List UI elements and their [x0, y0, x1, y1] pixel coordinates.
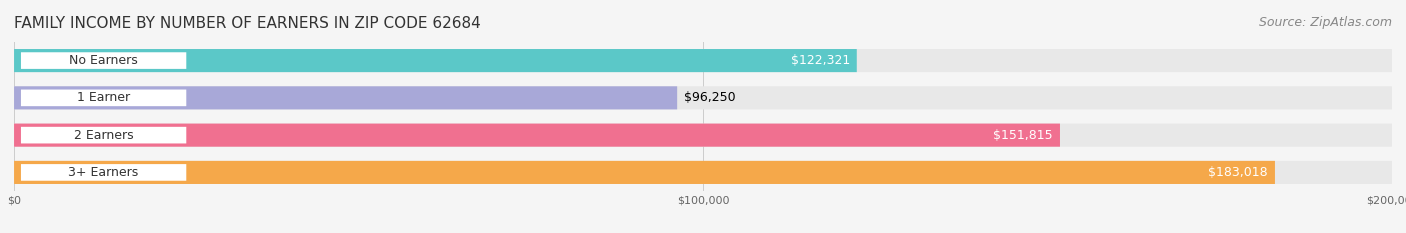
Text: 1 Earner: 1 Earner: [77, 91, 131, 104]
FancyBboxPatch shape: [14, 86, 678, 110]
Text: 3+ Earners: 3+ Earners: [69, 166, 139, 179]
FancyBboxPatch shape: [21, 164, 187, 181]
FancyBboxPatch shape: [21, 52, 187, 69]
Text: No Earners: No Earners: [69, 54, 138, 67]
FancyBboxPatch shape: [21, 127, 187, 144]
Text: $151,815: $151,815: [994, 129, 1053, 142]
Text: 2 Earners: 2 Earners: [73, 129, 134, 142]
Text: $122,321: $122,321: [790, 54, 849, 67]
FancyBboxPatch shape: [14, 49, 1392, 72]
Text: Source: ZipAtlas.com: Source: ZipAtlas.com: [1258, 16, 1392, 29]
Text: $183,018: $183,018: [1208, 166, 1268, 179]
FancyBboxPatch shape: [14, 161, 1275, 184]
Text: FAMILY INCOME BY NUMBER OF EARNERS IN ZIP CODE 62684: FAMILY INCOME BY NUMBER OF EARNERS IN ZI…: [14, 16, 481, 31]
FancyBboxPatch shape: [21, 89, 187, 106]
FancyBboxPatch shape: [14, 49, 856, 72]
FancyBboxPatch shape: [14, 123, 1060, 147]
FancyBboxPatch shape: [14, 161, 1392, 184]
FancyBboxPatch shape: [14, 123, 1392, 147]
Text: $96,250: $96,250: [685, 91, 735, 104]
FancyBboxPatch shape: [14, 86, 1392, 110]
